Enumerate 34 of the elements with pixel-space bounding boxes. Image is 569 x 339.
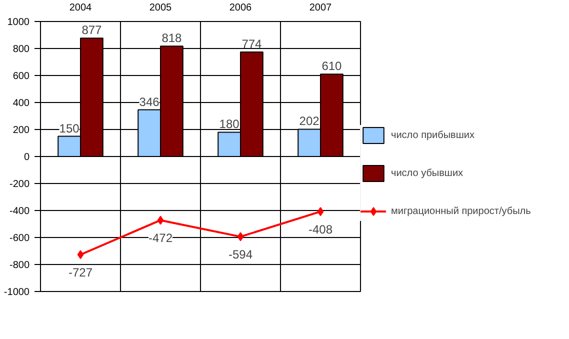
point (237, 232, 244, 242)
data-label: -594 (228, 248, 253, 262)
data-label: 346 (139, 94, 160, 109)
data-label: 610 (322, 59, 342, 74)
data-label: 774 (242, 37, 262, 52)
data-label: 180 (219, 117, 240, 132)
data-label: 818 (162, 31, 182, 46)
data-label: -727 (68, 266, 93, 280)
point (317, 207, 324, 216)
data-label: -472 (148, 231, 173, 246)
y-tick-label: -400 (9, 206, 30, 217)
y-tick-label: 400 (12, 98, 30, 109)
x-tick-label: 2007 (309, 2, 332, 14)
x-tick-label: 2004 (69, 2, 92, 14)
legend-label: число убывших (391, 168, 464, 178)
x-tick-label: 2005 (149, 2, 172, 14)
y-tick-label: 1000 (7, 17, 30, 28)
data-label: 877 (82, 23, 102, 38)
y-tick-label: -800 (9, 260, 30, 271)
point (77, 250, 84, 260)
y-tick-label: -600 (9, 233, 30, 244)
y-tick-label: 0 (24, 152, 30, 163)
y-tick-label: 600 (12, 71, 30, 82)
data-label: 202 (299, 114, 320, 128)
legend-label: число прибывших (391, 130, 474, 140)
data-label: 150 (59, 121, 80, 136)
y-tick-label: 800 (12, 44, 30, 55)
data-label: -408 (308, 222, 333, 237)
y-tick-label: -200 (9, 179, 30, 190)
y-tick-label: -1000 (4, 287, 30, 298)
y-tick-label: 200 (12, 125, 30, 136)
point (157, 216, 164, 225)
legend-label: миграционный прирост/убыль (391, 206, 531, 216)
x-tick-label: 2006 (229, 2, 252, 14)
